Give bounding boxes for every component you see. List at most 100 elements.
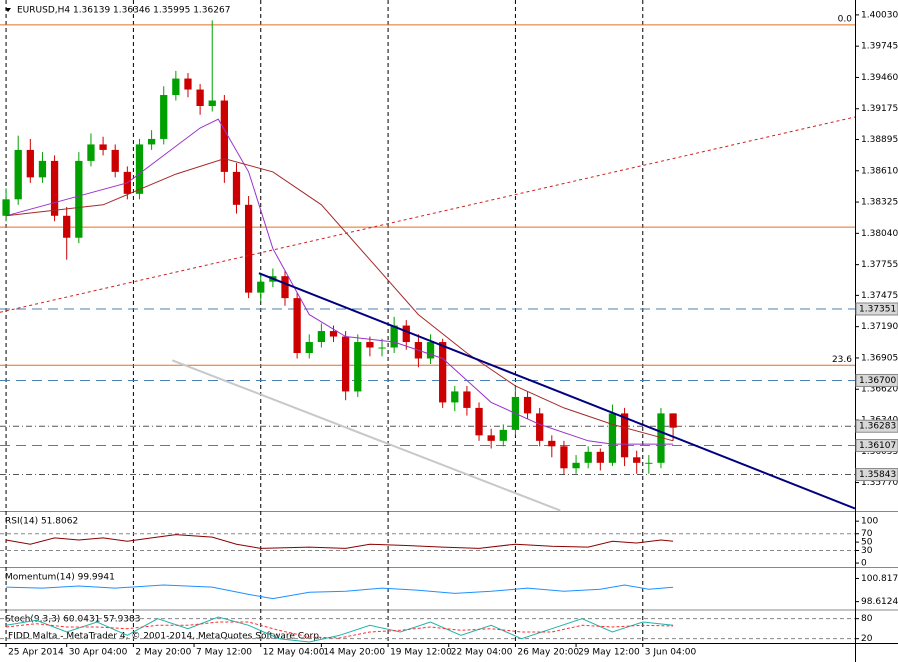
candle-body — [523, 396, 532, 414]
indicator-line — [6, 534, 674, 549]
candle-body — [293, 298, 301, 354]
candle-body — [329, 331, 338, 337]
moving-average — [6, 158, 674, 442]
candle-body — [499, 429, 507, 441]
candle-body — [439, 342, 447, 403]
price-label: 1.36283 — [859, 422, 896, 432]
candle-body — [378, 347, 386, 349]
indicator-line — [6, 616, 674, 643]
footer: FIDD Malta - MetaTrader 4, © 2001-2014, … — [8, 632, 322, 642]
candle-body — [38, 160, 47, 178]
candle-body — [305, 342, 313, 354]
candle-body — [572, 462, 580, 469]
candle-body — [184, 78, 192, 90]
candle-body — [14, 149, 22, 200]
x-tick-label: 19 May 12:00 — [390, 648, 452, 658]
candle-body — [584, 451, 592, 463]
y-tick-label: 20 — [861, 634, 873, 644]
candle-body — [147, 138, 156, 145]
trend-line — [171, 359, 561, 512]
y-tick-label: 1.38325 — [861, 198, 898, 208]
y-tick-label: 1.37190 — [861, 322, 898, 332]
y-tick-label: 70 — [861, 529, 873, 539]
x-tick-label: 29 May 12:00 — [578, 648, 640, 658]
candle-body — [354, 342, 362, 392]
candle-body — [536, 413, 544, 441]
candle-body — [63, 215, 71, 238]
candle-body — [402, 325, 410, 343]
candle-body — [111, 149, 119, 172]
y-tick-label: 1.39460 — [861, 73, 898, 83]
candle-body — [50, 160, 59, 216]
candle-body — [596, 451, 604, 463]
price-label: 1.36700 — [859, 376, 896, 386]
price-label-box — [855, 439, 898, 453]
indicator-line — [6, 584, 674, 600]
y-tick-label: 0 — [861, 559, 867, 569]
moving-average — [5, 118, 674, 445]
price-label: 1.35843 — [859, 470, 896, 480]
fib-label: 23.6 — [832, 355, 852, 365]
x-tick-label: 26 May 20:00 — [517, 648, 579, 658]
candle-body — [281, 276, 289, 299]
candle-body — [645, 462, 653, 464]
y-tick-label: 1.35770 — [861, 478, 898, 488]
candle-body — [2, 199, 10, 216]
candle-body — [463, 391, 471, 408]
trend-line — [258, 272, 856, 510]
y-tick-label: 50 — [861, 538, 873, 548]
candle-body — [451, 391, 459, 403]
candle-body — [390, 325, 398, 348]
candle-body — [317, 331, 326, 343]
candle-body — [548, 440, 556, 447]
candle-body — [99, 144, 107, 150]
x-tick-label: 12 May 04:00 — [263, 648, 325, 658]
candle-body — [75, 160, 83, 238]
x-tick-label: 14 May 20:00 — [323, 648, 385, 658]
y-tick-label: 98.6124 — [861, 597, 898, 607]
x-tick-label: 30 Apr 04:00 — [69, 648, 128, 658]
y-tick-label: 100.8177 — [861, 574, 898, 584]
x-tick-label: 22 May 04:00 — [451, 648, 513, 658]
y-tick-label: 1.36620 — [861, 385, 898, 395]
y-tick-label: 1.39175 — [861, 104, 898, 114]
price-label: 1.37351 — [859, 304, 896, 314]
candle-body — [657, 413, 665, 463]
candle-body — [220, 100, 228, 172]
trend-line — [0, 116, 856, 313]
y-tick-label: 1.36905 — [861, 353, 898, 363]
candle-body — [426, 342, 435, 359]
y-tick-label: 1.38895 — [861, 135, 898, 145]
candle-body — [366, 342, 374, 348]
price-label: 1.36107 — [859, 441, 896, 451]
x-tick-label: 2 May 20:00 — [135, 648, 191, 658]
candle-body — [669, 413, 677, 428]
y-tick-label: 1.37755 — [861, 260, 898, 270]
y-tick-label: 1.38040 — [861, 229, 898, 239]
y-tick-label: 1.38610 — [861, 166, 898, 176]
indicator-line — [6, 621, 674, 639]
candle-body — [487, 435, 495, 441]
price-label-box — [855, 419, 898, 433]
x-tick-label: 25 Apr 2014 — [8, 648, 64, 658]
y-tick-label: 1.40030 — [861, 10, 898, 20]
price-label-box — [855, 468, 898, 482]
candle-body — [87, 144, 95, 161]
x-tick-label: 3 Jun 04:00 — [645, 648, 697, 658]
candle-body — [620, 413, 629, 458]
candle-body — [135, 144, 144, 194]
candle-body — [196, 89, 204, 106]
candle-body — [172, 78, 180, 96]
price-label-box — [855, 373, 898, 387]
candle-body — [232, 171, 241, 205]
candle-body — [244, 204, 253, 293]
panel-title: Stoch(9,3,3) 60.0431 57.9383 — [5, 615, 140, 625]
y-tick-label: 30 — [861, 546, 873, 556]
chart-title: EURUSD,H4 1.36139 1.36346 1.35995 1.3626… — [17, 6, 230, 16]
candle-body — [608, 413, 617, 463]
candle-body — [560, 446, 568, 469]
y-tick-label: 100 — [861, 517, 878, 527]
